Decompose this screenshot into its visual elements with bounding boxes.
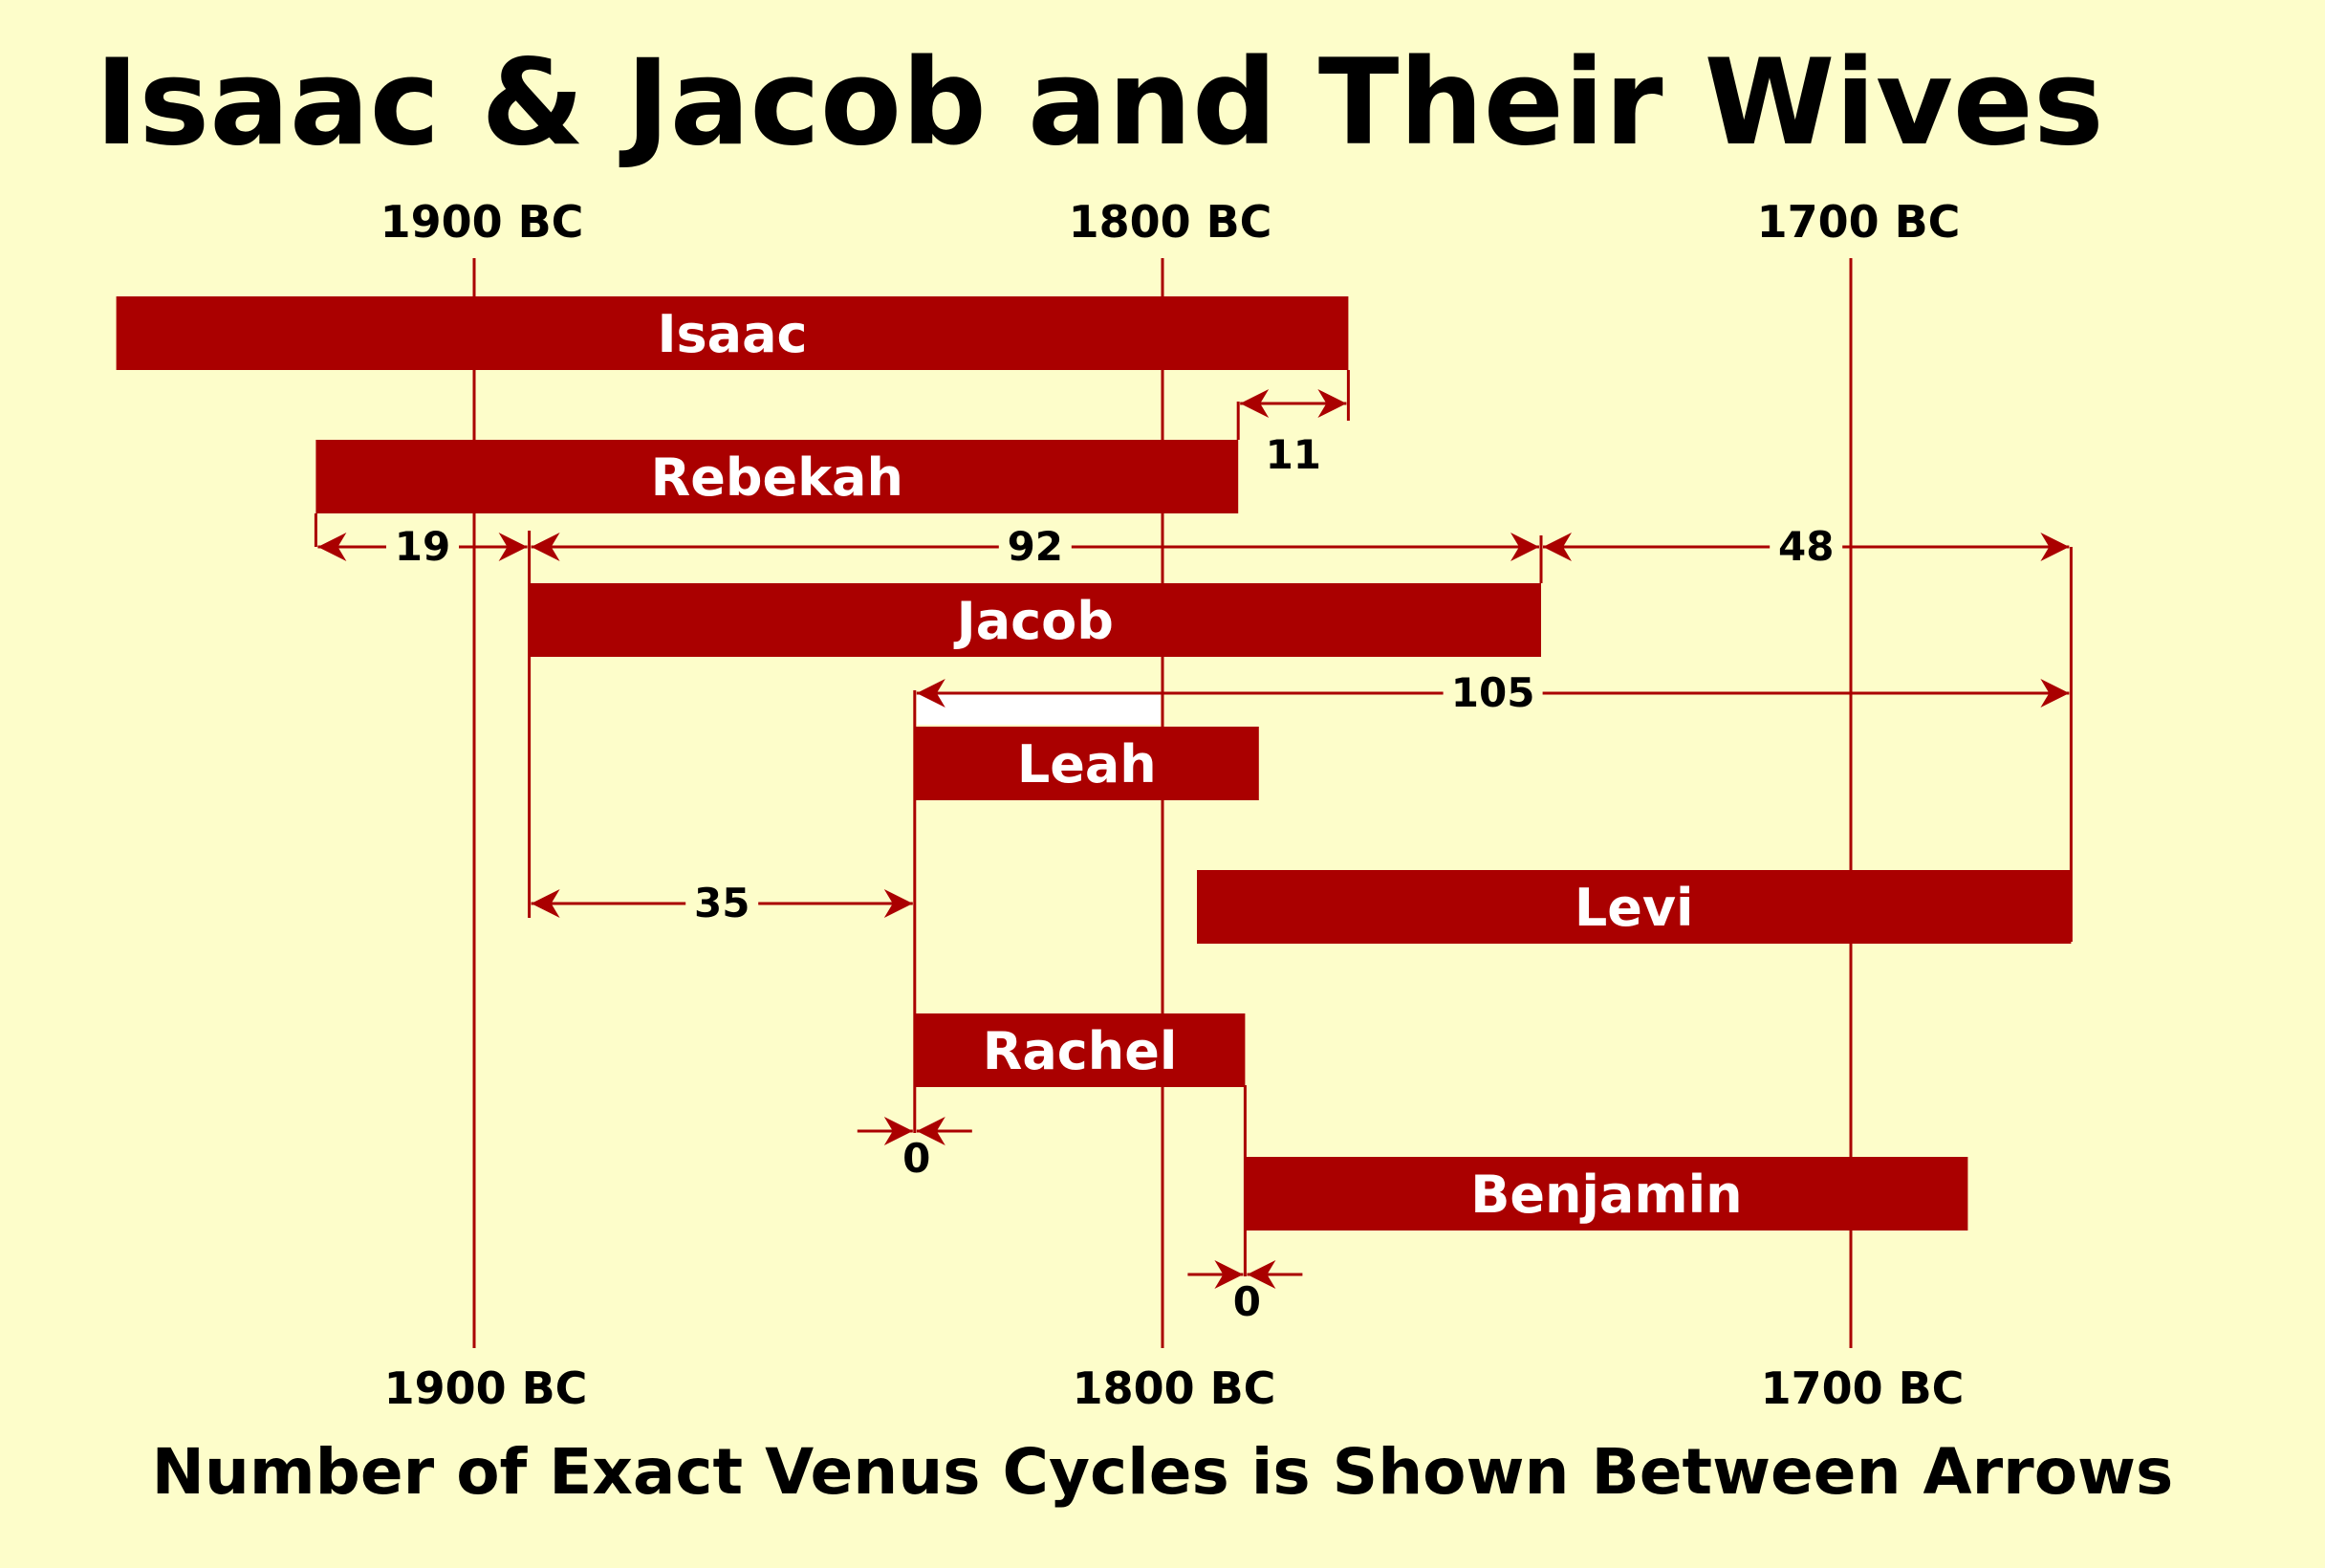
interval-label-bg-5 <box>685 881 759 923</box>
interval-count-4: 105 <box>1451 669 1535 716</box>
interval-label-bg-2 <box>998 524 1072 566</box>
bottom-year-label-1800: 1800 BC <box>1073 1362 1276 1414</box>
interval-count-1: 19 <box>395 523 450 570</box>
bar-isaac <box>116 296 1349 370</box>
interval-count-2: 92 <box>1008 523 1063 570</box>
interval-label-bg-3 <box>1770 524 1843 566</box>
top-year-label-1700: 1700 BC <box>1757 196 1961 248</box>
diagram-title: Isaac & Jacob and Their Wives <box>95 34 2103 172</box>
bottom-year-label-1700: 1700 BC <box>1761 1362 1965 1414</box>
interval-label-bg-1 <box>386 524 459 566</box>
top-year-label-1800: 1800 BC <box>1069 196 1272 248</box>
bar-leah <box>914 727 1259 800</box>
bar-jacob <box>529 583 1541 657</box>
bar-label-jacob: Jacob <box>953 591 1114 651</box>
bar-label-benjamin: Benjamin <box>1470 1165 1742 1225</box>
leah-top-highlight <box>916 692 1161 725</box>
interval-count-3: 48 <box>1778 523 1834 570</box>
interval-count-0: 11 <box>1266 431 1321 478</box>
bar-rachel <box>914 1013 1246 1087</box>
bar-rebekah <box>315 440 1239 513</box>
bar-label-levi: Levi <box>1575 878 1694 938</box>
bar-label-isaac: Isaac <box>657 304 807 364</box>
interval-count-5: 35 <box>694 880 750 926</box>
diagram-subtitle: Number of Exact Venus Cycles is Shown Be… <box>152 1435 2174 1509</box>
bar-label-rachel: Rachel <box>983 1021 1178 1081</box>
venus-cycle-intervals: 11 19 92 48 105 35 0 0 <box>317 389 2070 1325</box>
top-year-labels: 1900 BC 1800 BC 1700 BC <box>380 196 1961 248</box>
bar-label-rebekah: Rebekah <box>651 447 903 508</box>
zero-count-7: 0 <box>1233 1278 1261 1325</box>
top-year-label-1900: 1900 BC <box>380 196 584 248</box>
bottom-year-label-1900: 1900 BC <box>384 1362 588 1414</box>
bottom-year-labels: 1900 BC 1800 BC 1700 BC <box>384 1362 1965 1414</box>
bar-levi <box>1197 870 2072 944</box>
interval-label-bg-4 <box>1443 670 1543 712</box>
lifespan-bars: Isaac Rebekah Jacob Leah Levi Rachel Benjamin <box>116 296 2072 1230</box>
bar-benjamin <box>1245 1157 1968 1230</box>
zero-count-6: 0 <box>902 1135 930 1182</box>
bar-label-leah: Leah <box>1017 734 1157 795</box>
